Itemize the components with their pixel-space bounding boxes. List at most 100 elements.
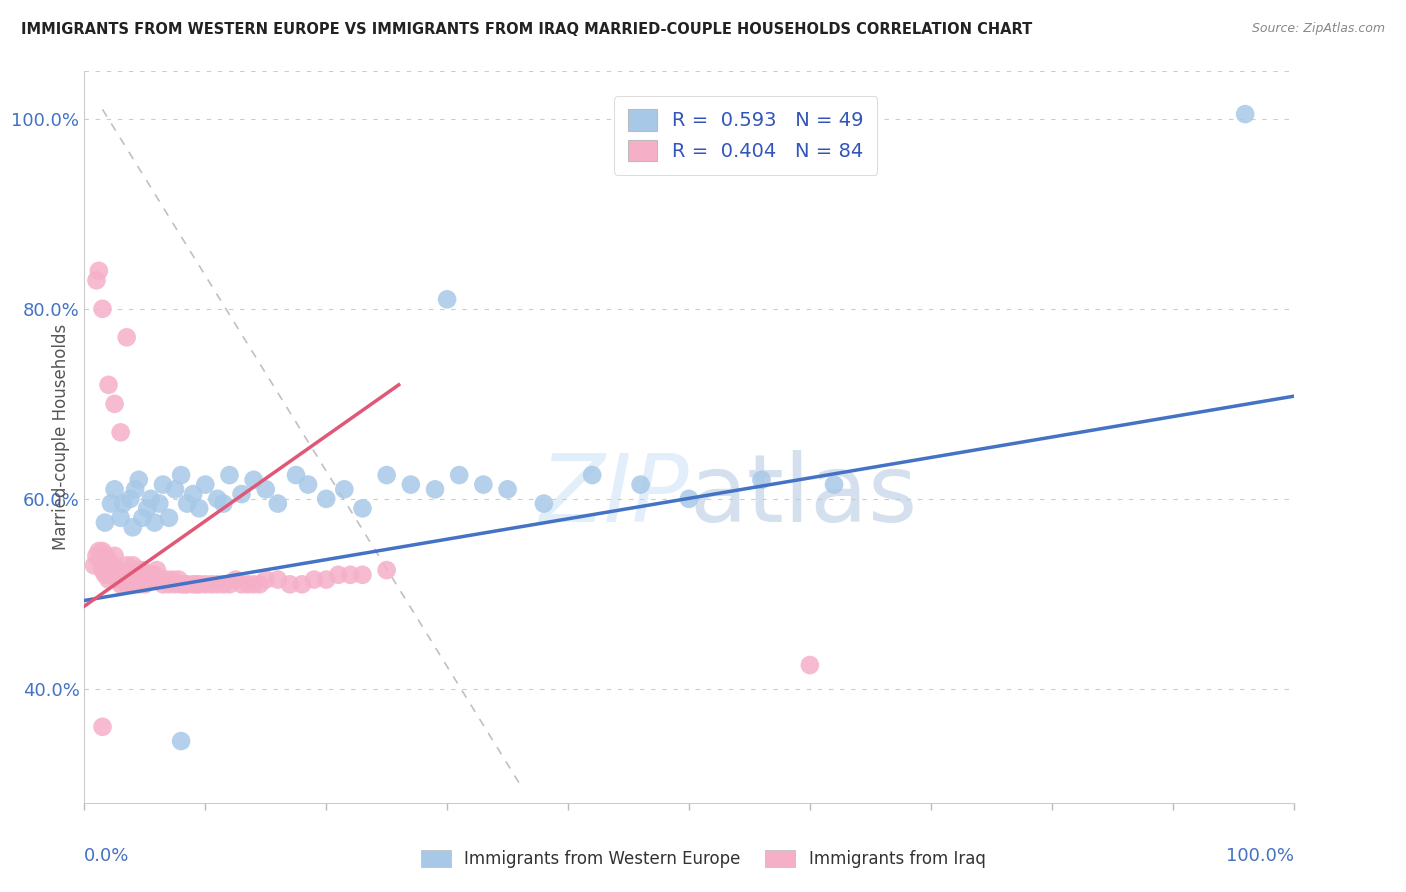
Point	[112, 567, 135, 582]
Point	[242, 577, 264, 591]
Point	[678, 491, 700, 506]
Point	[121, 577, 143, 591]
Point	[284, 468, 308, 483]
Point	[104, 567, 127, 582]
Point	[100, 497, 122, 511]
Point	[533, 497, 555, 511]
Point	[254, 483, 277, 497]
Point	[110, 577, 132, 591]
Point	[155, 573, 177, 587]
Point	[148, 497, 170, 511]
Point	[118, 573, 141, 587]
Point	[142, 573, 165, 587]
Point	[134, 567, 156, 582]
Point	[104, 483, 127, 497]
Point	[136, 501, 159, 516]
Point	[120, 491, 142, 506]
Point	[143, 516, 166, 530]
Point	[236, 577, 259, 591]
Point	[1234, 107, 1257, 121]
Point	[101, 558, 124, 573]
Point	[170, 577, 193, 591]
Point	[91, 720, 114, 734]
Point	[91, 301, 114, 316]
Point	[89, 553, 111, 567]
Point	[110, 511, 132, 525]
Point	[165, 483, 187, 497]
Point	[115, 558, 138, 573]
Point	[423, 483, 446, 497]
Point	[218, 577, 240, 591]
Point	[146, 563, 169, 577]
Point	[112, 497, 135, 511]
Point	[207, 491, 229, 506]
Point	[136, 573, 159, 587]
Point	[86, 549, 108, 563]
Point	[128, 563, 150, 577]
Point	[129, 573, 152, 587]
Point	[100, 567, 122, 582]
Point	[231, 487, 253, 501]
Point	[188, 577, 211, 591]
Point	[124, 573, 146, 587]
Point	[799, 658, 821, 673]
Text: 0.0%: 0.0%	[84, 847, 129, 864]
Point	[267, 573, 290, 587]
Point	[105, 573, 128, 587]
Point	[254, 573, 277, 587]
Point	[173, 577, 195, 591]
Point	[139, 491, 162, 506]
Point	[212, 577, 235, 591]
Point	[188, 501, 211, 516]
Point	[110, 425, 132, 440]
Point	[249, 577, 271, 591]
Y-axis label: Married-couple Households: Married-couple Households	[52, 324, 70, 550]
Point	[194, 577, 217, 591]
Point	[157, 577, 180, 591]
Point	[194, 477, 217, 491]
Point	[157, 511, 180, 525]
Point	[148, 573, 170, 587]
Point	[121, 520, 143, 534]
Point	[104, 397, 127, 411]
Point	[328, 567, 350, 582]
Point	[186, 577, 208, 591]
Point	[124, 483, 146, 497]
Point	[97, 553, 120, 567]
Point	[218, 468, 240, 483]
Text: 100.0%: 100.0%	[1226, 847, 1294, 864]
Point	[496, 483, 519, 497]
Point	[315, 491, 337, 506]
Point	[91, 563, 114, 577]
Point	[436, 293, 458, 307]
Point	[242, 473, 264, 487]
Point	[104, 549, 127, 563]
Point	[128, 473, 150, 487]
Text: ZIP: ZIP	[540, 450, 689, 541]
Point	[115, 577, 138, 591]
Point	[302, 573, 325, 587]
Point	[97, 573, 120, 587]
Legend: Immigrants from Western Europe, Immigrants from Iraq: Immigrants from Western Europe, Immigran…	[413, 843, 993, 875]
Point	[112, 573, 135, 587]
Point	[94, 516, 117, 530]
Point	[278, 577, 301, 591]
Point	[97, 377, 120, 392]
Point	[94, 549, 117, 563]
Legend: R =  0.593   N = 49, R =  0.404   N = 84: R = 0.593 N = 49, R = 0.404 N = 84	[614, 95, 877, 175]
Point	[167, 573, 190, 587]
Point	[176, 577, 198, 591]
Point	[152, 477, 174, 491]
Point	[94, 567, 117, 582]
Point	[143, 567, 166, 582]
Point	[225, 573, 247, 587]
Point	[110, 563, 132, 577]
Point	[120, 567, 142, 582]
Point	[83, 558, 105, 573]
Point	[128, 577, 150, 591]
Point	[152, 577, 174, 591]
Point	[87, 544, 110, 558]
Point	[375, 563, 398, 577]
Point	[131, 563, 153, 577]
Point	[291, 577, 314, 591]
